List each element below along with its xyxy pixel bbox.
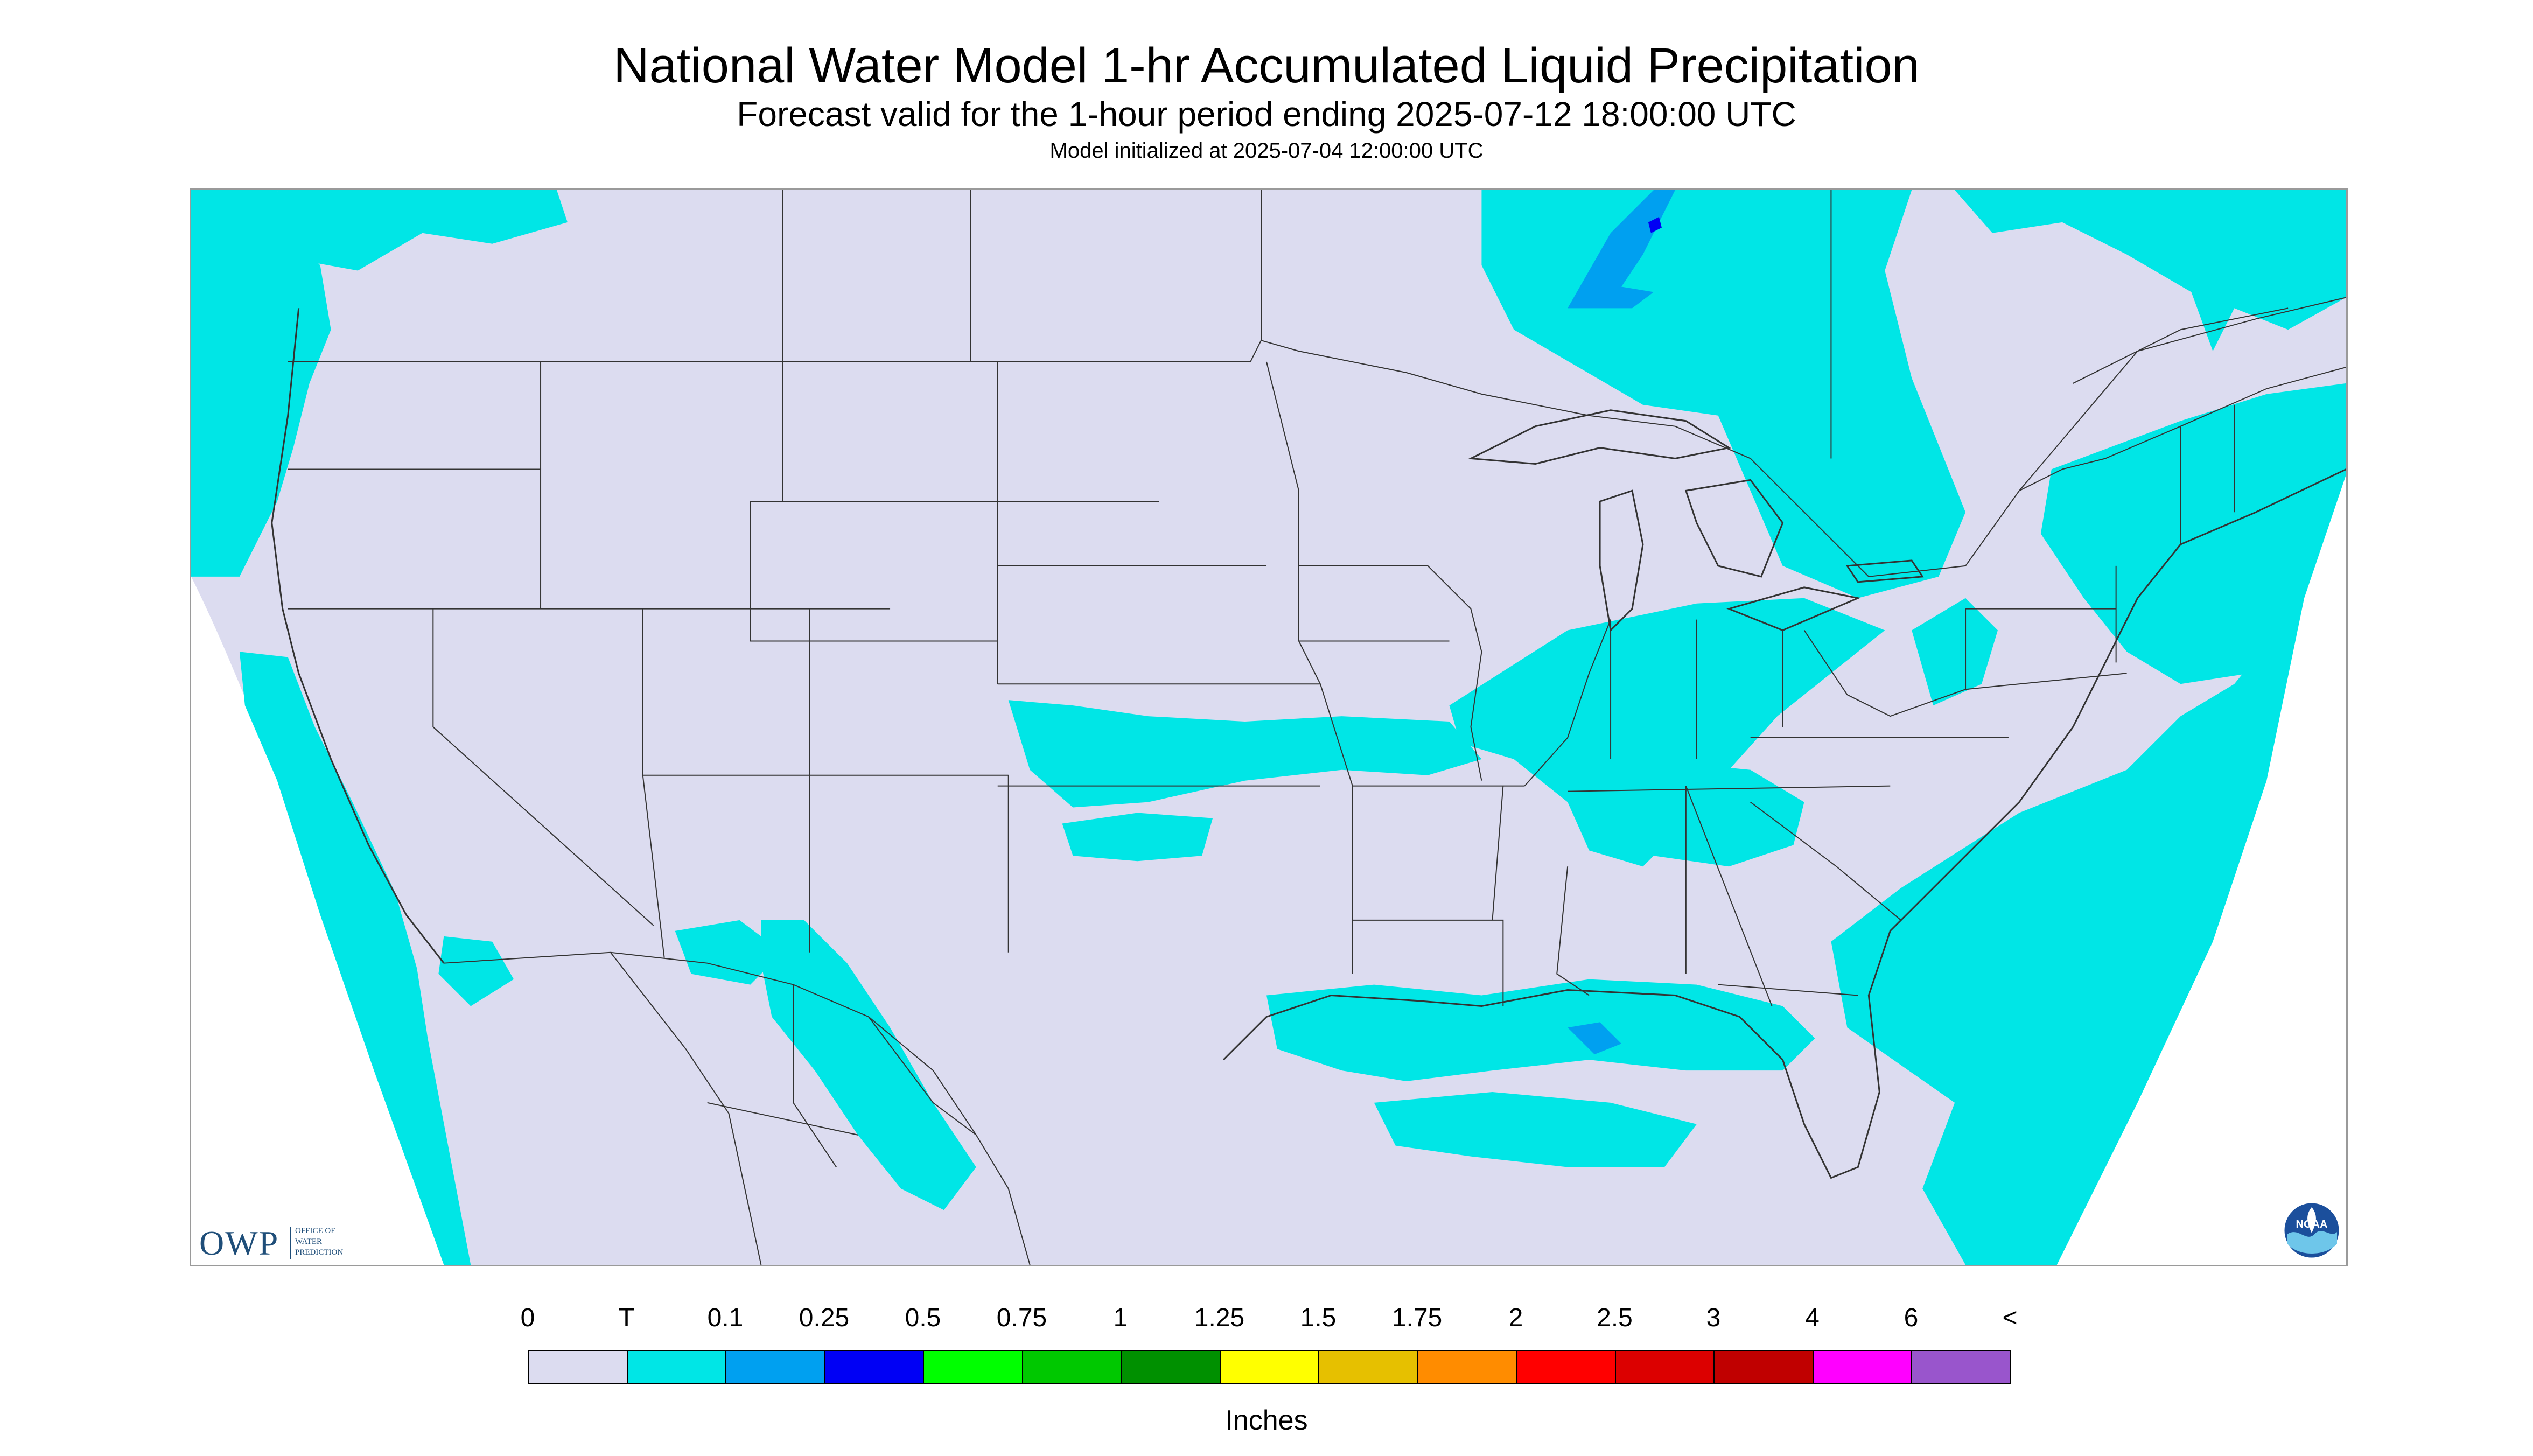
boundary-line: [707, 1102, 858, 1136]
precip-area-southwest: [675, 920, 783, 985]
lake-superior: [1467, 409, 1731, 465]
boundary-line: [793, 984, 837, 1168]
precip-area-pacific-offshore: [438, 936, 514, 1006]
owp-subtext-line: PREDICTION: [295, 1248, 344, 1257]
lake-huron: [1684, 479, 1784, 578]
legend-label: 0: [520, 1304, 535, 1332]
lake-michigan: [1599, 489, 1644, 632]
boundary-line: [432, 608, 654, 926]
precip-area-southern-plains: [1062, 813, 1213, 862]
model-init-subtitle: Model initialized at 2025-07-04 12:00:00…: [1049, 139, 1484, 163]
precip-area-light-gulf: [1568, 1022, 1622, 1055]
precipitation-legend: 0 T 0.1 0.25 0.5 0.75 1 1.25 1.5 1.75 2 2.5 3 4 6 < Inc…: [0, 1292, 2533, 1454]
legend-swatch: [1318, 1350, 1418, 1384]
lake-ontario: [1845, 559, 1924, 583]
precip-area-light-ontario: [1568, 190, 1675, 309]
precipitation-map: [190, 188, 2348, 1266]
legend-swatch: [1614, 1350, 1715, 1384]
legend-label: 1: [1113, 1304, 1128, 1332]
legend-label: 1.25: [1194, 1304, 1245, 1332]
map-canvas: [191, 190, 2346, 1265]
legend-swatch: [923, 1350, 1023, 1384]
boundary-line: [2019, 297, 2346, 491]
legend-swatch: [725, 1350, 825, 1384]
boundary-line: [1524, 619, 1611, 787]
legend-swatch: [1121, 1350, 1221, 1384]
precip-area-moderate-ontario: [1648, 216, 1662, 233]
noaa-wordmark: NOAA: [2296, 1219, 2328, 1230]
boundary-line: [1556, 866, 1590, 996]
legend-swatch: [1021, 1350, 1122, 1384]
precip-area-central-plains-band: [1008, 700, 1482, 808]
legend-label: T: [618, 1304, 635, 1332]
precip-area-atlantic-offshore: [1831, 598, 2305, 1265]
precip-area-ohio-valley-band: [1449, 598, 1885, 867]
owp-subtext-line: WATER: [295, 1237, 322, 1246]
boundary-line: [1718, 984, 1858, 996]
owp-logo: OWP OFFICE OF WATER PREDICTION: [199, 1221, 372, 1264]
legend-label: <: [2002, 1304, 2018, 1332]
legend-label: 1.5: [1300, 1304, 1337, 1332]
precip-area-gulf-coast: [1266, 979, 1815, 1082]
legend-label: 0.5: [905, 1304, 941, 1332]
lake-erie: [1726, 586, 1861, 632]
owp-divider: [290, 1227, 291, 1259]
precip-area-kentucky-tennessee: [1621, 759, 1804, 867]
owp-wordmark: OWP: [199, 1224, 279, 1262]
owp-subtext-line: OFFICE OF: [295, 1227, 335, 1235]
boundary-line: [1298, 565, 1482, 781]
legend-label: 6: [1904, 1304, 1919, 1332]
map-title: National Water Model 1-hr Accumulated Li…: [613, 38, 1920, 93]
legend-swatch: [1516, 1350, 1616, 1384]
legend-swatch: [528, 1350, 628, 1384]
precip-area-carolinas: [1912, 598, 1998, 706]
legend-swatch: [824, 1350, 924, 1384]
legend-swatch: [626, 1350, 726, 1384]
legend-label: 0.75: [996, 1304, 1047, 1332]
legend-label: 0.25: [799, 1304, 850, 1332]
legend-swatch: [1812, 1350, 1912, 1384]
legend-label: 4: [1805, 1304, 1820, 1332]
precip-area-california-coast: [239, 652, 471, 1265]
state-boundaries: [271, 190, 2346, 1265]
legend-label: 2: [1508, 1304, 1523, 1332]
legend-swatch: [1219, 1350, 1319, 1384]
boundary-line: [2073, 307, 2289, 384]
west-coastline: [271, 308, 445, 964]
boundary-line: [1750, 801, 1901, 921]
legend-label: 1.75: [1391, 1304, 1443, 1332]
boundary-line: [1568, 785, 1891, 792]
boundary-line: [1965, 608, 2127, 690]
precip-area-northwest-canada: [277, 190, 568, 271]
legend-label: 3: [1706, 1304, 1721, 1332]
boundary-line: [610, 952, 762, 1265]
boundary-line: [1685, 786, 1773, 1006]
boundary-line: [868, 1016, 977, 1136]
forecast-valid-subtitle: Forecast valid for the 1-hour period end…: [737, 95, 1796, 134]
legend-label: 0.1: [707, 1304, 744, 1332]
precip-area-gulf-offshore: [1374, 1091, 1697, 1167]
boundary-line: [1492, 786, 1504, 921]
noaa-logo: NOAA: [2283, 1201, 2341, 1259]
precip-area-new-england: [2040, 383, 2346, 684]
boundary-line: [1352, 919, 1504, 1006]
precipitation-areas: [191, 190, 2346, 1265]
boundary-line: [1803, 629, 1966, 717]
precip-area-quebec: [1955, 190, 2346, 352]
legend-label: 2.5: [1597, 1304, 1633, 1332]
owp-subtext: OFFICE OF WATER PREDICTION: [295, 1226, 343, 1258]
canada-border: [288, 339, 2346, 577]
boundary-line: [1266, 361, 1353, 974]
legend-swatch: [1911, 1350, 2011, 1384]
legend-swatch: [1417, 1350, 1517, 1384]
precip-area-pacific-northwest: [191, 190, 331, 577]
legend-units: Inches: [1225, 1405, 1308, 1436]
legend-swatch: [1713, 1350, 1814, 1384]
precip-area-south-texas: [761, 920, 976, 1210]
